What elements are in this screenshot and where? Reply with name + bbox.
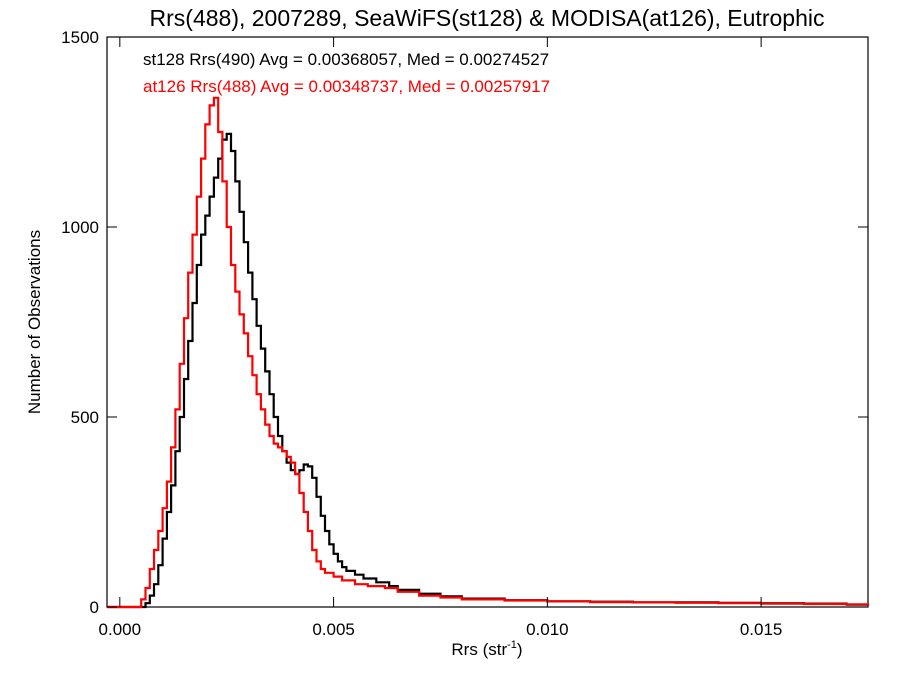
y-tick-label: 1500 xyxy=(61,28,99,47)
series-line-1 xyxy=(107,96,870,609)
y-tick-label: 0 xyxy=(90,598,99,617)
x-tick-label: 0.010 xyxy=(526,620,569,639)
x-axis-label: Rrs (str-1) xyxy=(451,639,522,659)
x-tick-label: 0.000 xyxy=(99,620,142,639)
y-axis: 0 500 1000 1500 xyxy=(61,28,868,617)
series-line-0 xyxy=(107,132,870,609)
legend: st128 Rrs(490) Avg = 0.00368057, Med = 0… xyxy=(143,50,550,96)
series-layer xyxy=(107,96,870,609)
x-tick-label: 0.015 xyxy=(740,620,783,639)
y-tick-label: 500 xyxy=(71,408,99,427)
legend-entry-0: st128 Rrs(490) Avg = 0.00368057, Med = 0… xyxy=(143,50,549,69)
x-axis: 0.000 0.005 0.010 0.015 xyxy=(99,37,783,639)
y-tick-label: 1000 xyxy=(61,218,99,237)
x-tick-label: 0.005 xyxy=(312,620,355,639)
plot-frame xyxy=(106,36,869,608)
legend-entry-1: at126 Rrs(488) Avg = 0.00348737, Med = 0… xyxy=(143,77,550,96)
chart-title: Rrs(488), 2007289, SeaWiFS(st128) & MODI… xyxy=(150,5,825,31)
plot-area xyxy=(106,36,870,609)
y-axis-label: Number of Observations xyxy=(25,230,44,414)
